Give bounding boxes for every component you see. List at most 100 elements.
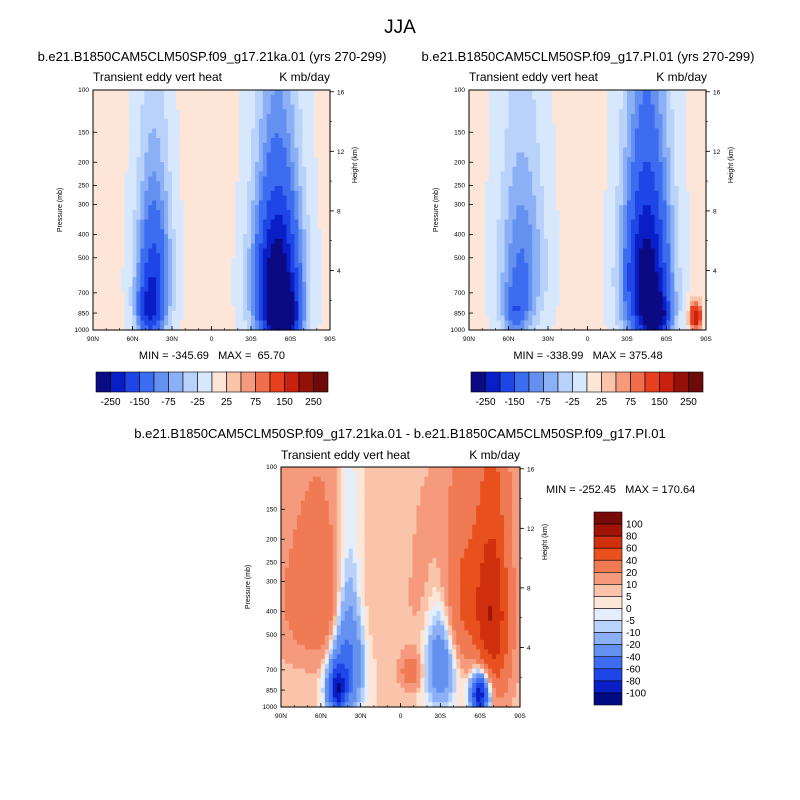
contour-cell (563, 267, 569, 273)
contour-cell (290, 320, 296, 326)
contour-cell (524, 171, 529, 177)
contour-cell (571, 123, 577, 129)
contour-cell (203, 133, 209, 139)
contour-cell (243, 138, 248, 144)
contour-cell (254, 123, 260, 129)
contour-cell (187, 133, 193, 139)
contour-cell (231, 176, 236, 182)
contour-cell (524, 248, 529, 254)
contour-cell (100, 282, 106, 288)
contour-cell (599, 200, 604, 206)
contour-cell (551, 291, 557, 297)
contour-cell (548, 181, 553, 187)
contour-cell (575, 253, 581, 259)
contour-cell (579, 123, 585, 129)
contour-cell (548, 325, 553, 331)
contour-cell (563, 224, 569, 230)
contour-cell (571, 238, 577, 245)
contour-cell (298, 195, 303, 201)
contour-cell (615, 128, 620, 134)
contour-cell (100, 200, 106, 206)
contour-cell (536, 238, 541, 245)
contour-cell (496, 195, 502, 201)
contour-cell (599, 186, 604, 192)
contour-cell (278, 253, 284, 259)
contour-cell (544, 243, 549, 249)
contour-cell (227, 214, 232, 221)
contour-cell (179, 301, 185, 307)
contour-cell (551, 118, 557, 125)
contour-cell (183, 109, 189, 115)
contour-cell (548, 118, 553, 125)
contour-cell (615, 214, 620, 221)
contour-cell (156, 291, 161, 297)
contour-cell (496, 142, 502, 149)
contour-cell (488, 248, 494, 254)
contour-cell (500, 253, 506, 259)
contour-cell (286, 171, 292, 177)
contour-cell (571, 325, 577, 331)
contour-cell (540, 99, 545, 105)
contour-cell (128, 181, 134, 187)
contour-cell (187, 310, 193, 317)
contour-cell (500, 109, 506, 115)
contour-cell (124, 243, 130, 249)
contour-cell (548, 214, 553, 221)
contour-cell (290, 262, 296, 269)
contour-cell (571, 315, 577, 321)
contour-cell (540, 123, 545, 129)
contour-cell (96, 157, 102, 163)
contour-cell (469, 253, 474, 259)
contour-cell (472, 315, 478, 321)
contour-cell (93, 109, 98, 115)
contour-cell (536, 282, 541, 288)
contour-cell (587, 214, 593, 221)
contour-cell (286, 166, 292, 173)
contour-cell (599, 166, 604, 173)
contour-cell (524, 315, 529, 321)
contour-cell (290, 200, 296, 206)
contour-cell (599, 152, 604, 158)
contour-cell (567, 94, 573, 101)
contour-cell (469, 272, 474, 278)
contour-cell (508, 133, 514, 139)
contour-cell (615, 104, 620, 110)
contour-cell (278, 166, 284, 173)
contour-cell (298, 253, 303, 259)
contour-cell (164, 234, 169, 240)
contour-cell (571, 157, 577, 163)
contour-cell (247, 277, 252, 283)
contour-cell (274, 272, 280, 278)
contour-cell (326, 310, 331, 317)
contour-cell (247, 90, 252, 96)
contour-cell (492, 258, 498, 264)
contour-cell (528, 248, 533, 254)
contour-cell (148, 181, 153, 187)
contour-cell (540, 181, 545, 187)
contour-cell (231, 142, 236, 149)
contour-cell (191, 171, 197, 177)
contour-cell (611, 291, 616, 297)
contour-cell (310, 262, 315, 269)
contour-cell (500, 320, 506, 326)
contour-cell (254, 176, 260, 182)
contour-cell (544, 99, 549, 105)
contour-cell (183, 138, 189, 144)
contour-cell (599, 147, 604, 153)
contour-cell (571, 320, 577, 326)
contour-cell (536, 181, 541, 187)
contour-cell (480, 186, 486, 192)
contour-cell (508, 277, 514, 283)
contour-cell (148, 118, 153, 125)
contour-cell (120, 296, 126, 302)
contour-cell (258, 291, 264, 297)
contour-cell (120, 229, 126, 235)
contour-cell (179, 272, 185, 278)
contour-cell (247, 310, 252, 317)
contour-cell (508, 210, 514, 216)
contour-cell (247, 291, 252, 297)
contour-cell (278, 186, 284, 192)
contour-cell (199, 152, 205, 158)
contour-cell (469, 90, 474, 96)
contour-cell (156, 90, 161, 96)
